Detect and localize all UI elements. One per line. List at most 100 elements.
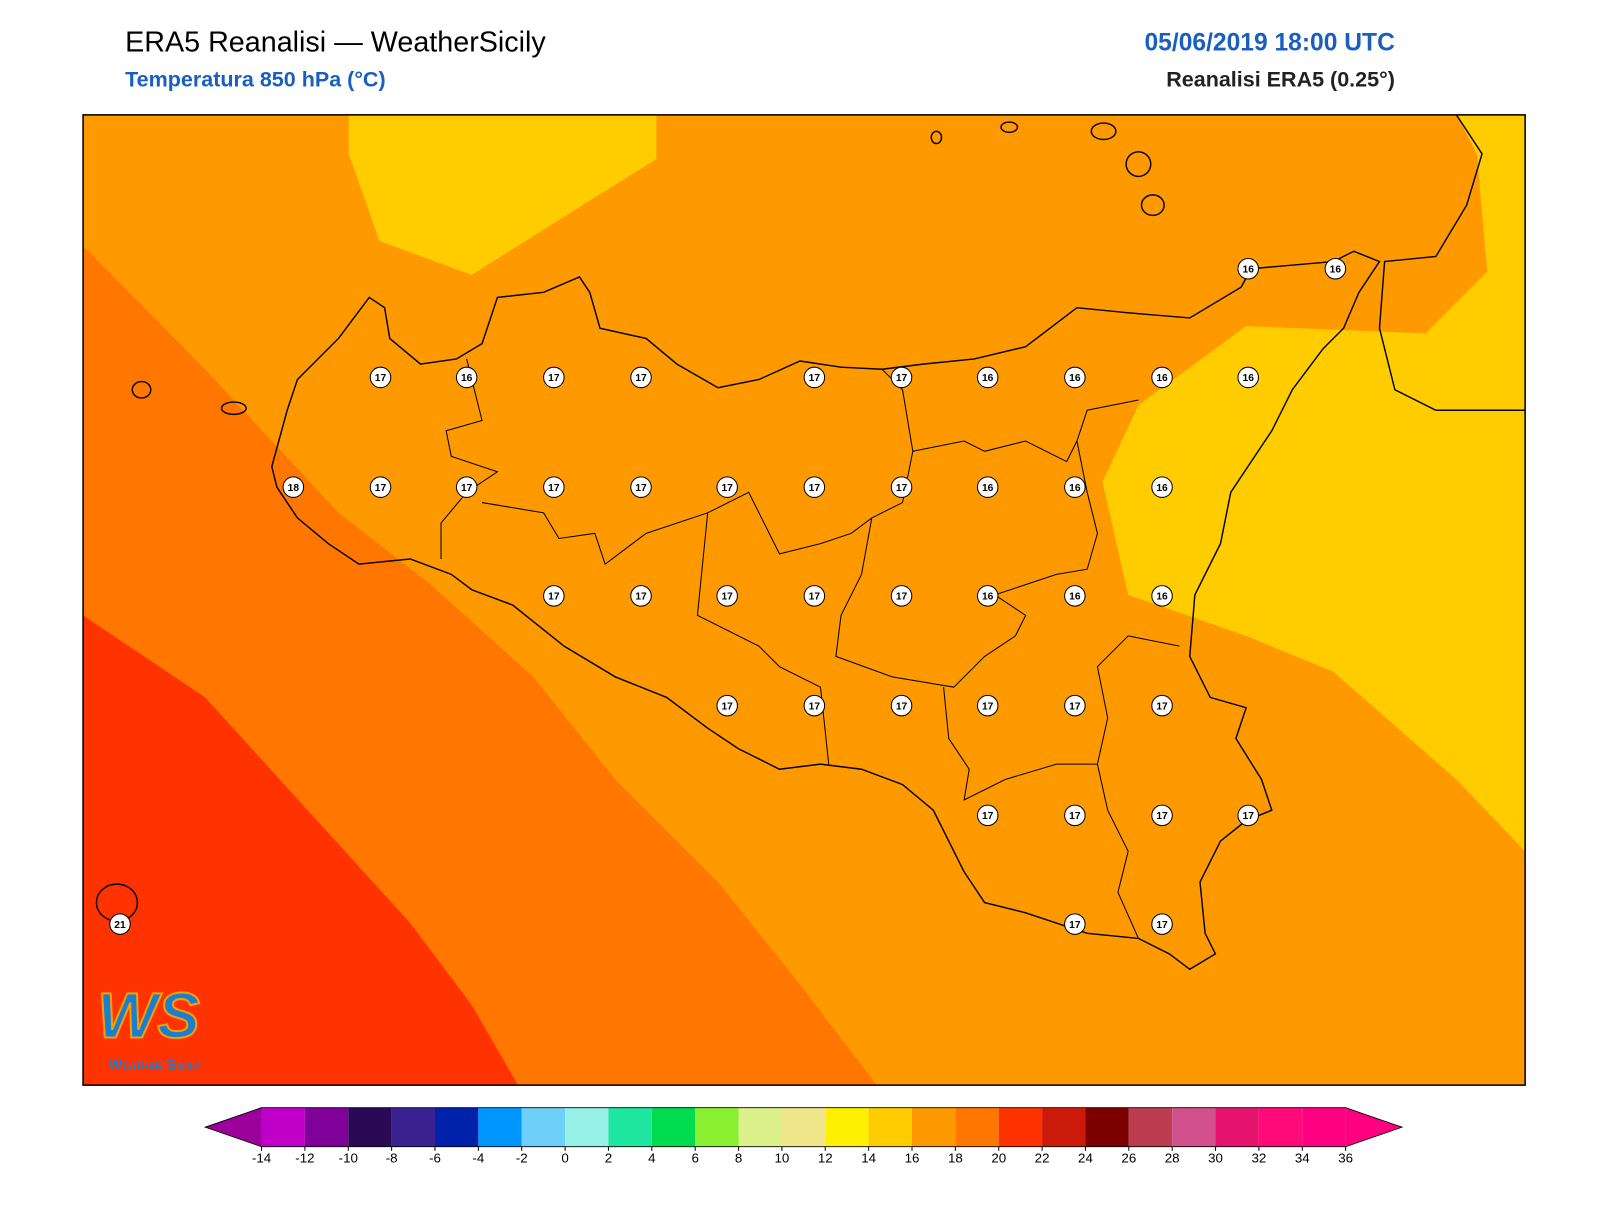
colorbar-box xyxy=(998,1107,1043,1147)
station-marker xyxy=(543,366,565,389)
station-marker xyxy=(1237,257,1259,280)
station-marker xyxy=(369,366,392,389)
station-value: 17 xyxy=(1069,701,1081,712)
station-marker xyxy=(976,476,999,498)
station-marker xyxy=(455,476,478,498)
colorbar-tick-label: 34 xyxy=(1295,1150,1310,1165)
sicily xyxy=(271,250,1381,971)
station-marker xyxy=(1237,804,1259,827)
station-marker xyxy=(630,476,652,498)
station-marker xyxy=(1064,366,1086,389)
colorbar-over xyxy=(1345,1107,1403,1147)
station-value: 17 xyxy=(461,483,473,494)
station-marker xyxy=(1064,585,1086,607)
colorbar-box xyxy=(1042,1107,1086,1147)
station-marker xyxy=(976,366,999,389)
colorbar-box xyxy=(1128,1107,1173,1147)
colorbar-tick-label: 24 xyxy=(1078,1150,1093,1165)
station-marker xyxy=(630,585,652,607)
station-value: 17 xyxy=(1069,811,1081,822)
colorbar: -14 -12 -10 -8 -6 -4 -2 0 2 4 6 8 10 12 14 16 18 20 22 24 26… xyxy=(203,1107,1404,1165)
station-value: 16 xyxy=(1330,264,1342,275)
logo-mark: WS xyxy=(97,980,199,1051)
colorbar-tick-label: 28 xyxy=(1165,1150,1180,1165)
station-marker xyxy=(976,585,999,607)
temperature-field xyxy=(83,114,1526,1086)
station-value: 17 xyxy=(635,373,647,384)
station-value: 16 xyxy=(1069,373,1081,384)
colorbar-tick-label: 4 xyxy=(648,1150,656,1165)
colorbar-tick-label: 10 xyxy=(774,1150,789,1165)
station-value: 17 xyxy=(721,592,733,603)
station-value: 16 xyxy=(1156,483,1168,494)
station-marker xyxy=(1151,694,1173,717)
station-value: 17 xyxy=(982,701,994,712)
colorbar-tick-label: 18 xyxy=(948,1150,963,1165)
island xyxy=(930,130,943,145)
colorbar-tick-label: -4 xyxy=(472,1150,484,1165)
colorbar-box xyxy=(825,1107,869,1147)
station-marker xyxy=(716,585,738,607)
station-marker xyxy=(1151,585,1173,607)
station-marker xyxy=(630,366,652,389)
station-value: 17 xyxy=(809,592,821,603)
colorbar-tick-label: 22 xyxy=(1035,1150,1050,1165)
station-marker xyxy=(716,476,738,498)
station-marker xyxy=(803,476,826,498)
colorbar-box xyxy=(781,1107,826,1147)
colorbar-tick-label: -14 xyxy=(252,1150,272,1165)
station-marker xyxy=(1151,913,1173,935)
colorbar-tick-label: 8 xyxy=(735,1150,742,1165)
station-marker xyxy=(803,366,826,389)
station-value: 17 xyxy=(982,811,994,822)
station-value: 17 xyxy=(1156,920,1168,931)
source: Reanalisi ERA5 (0.25°) xyxy=(1166,68,1395,92)
station-marker xyxy=(803,694,826,717)
station-value: 18 xyxy=(288,483,300,494)
station-value: 17 xyxy=(1243,811,1255,822)
colorbar-tick-label: 20 xyxy=(991,1150,1006,1165)
colorbar-tick-label: -2 xyxy=(516,1150,528,1165)
island xyxy=(1125,151,1152,178)
station-marker xyxy=(1151,804,1173,827)
station-marker xyxy=(1151,476,1173,498)
station-value: 17 xyxy=(896,592,908,603)
logo-text: Weather Sicily xyxy=(109,1057,201,1073)
station-value: 17 xyxy=(548,592,560,603)
station-value: 16 xyxy=(982,483,994,494)
station-marker xyxy=(1064,694,1086,717)
colorbar-box xyxy=(695,1107,739,1147)
colorbar-box xyxy=(1172,1107,1216,1147)
station-value: 16 xyxy=(1069,483,1081,494)
colorbar-tick-label: 36 xyxy=(1338,1150,1353,1165)
colorbar-box xyxy=(1085,1107,1129,1147)
station-value: 17 xyxy=(809,483,821,494)
station-marker xyxy=(1064,476,1086,498)
station-value: 17 xyxy=(721,483,733,494)
colorbar-box xyxy=(1302,1107,1346,1147)
station-value: 17 xyxy=(809,373,821,384)
station-value: 16 xyxy=(1156,373,1168,384)
island xyxy=(131,380,152,399)
colorbar-box xyxy=(738,1107,782,1147)
colorbar-tick-label: 26 xyxy=(1121,1150,1136,1165)
date: 05/06/2019 18:00 UTC xyxy=(1144,30,1395,57)
colorbar-box xyxy=(434,1107,479,1147)
station-marker xyxy=(890,366,913,389)
colorbar-box xyxy=(304,1107,349,1147)
station-marker xyxy=(109,913,131,935)
station-value: 17 xyxy=(375,373,387,384)
station-marker xyxy=(1064,913,1086,935)
colorbar-box xyxy=(478,1107,522,1147)
colorbar-tick-label: 14 xyxy=(861,1150,876,1165)
island xyxy=(1140,194,1165,217)
station-marker xyxy=(890,585,913,607)
colorbar-tick-label: 12 xyxy=(818,1150,833,1165)
subtitle: Temperatura 850 hPa (°C) xyxy=(125,68,386,92)
colorbar-tick-label: 0 xyxy=(561,1150,568,1165)
colorbar-box xyxy=(1258,1107,1303,1147)
provinces xyxy=(440,358,1180,939)
station-value: 17 xyxy=(635,483,647,494)
station-marker xyxy=(543,476,565,498)
